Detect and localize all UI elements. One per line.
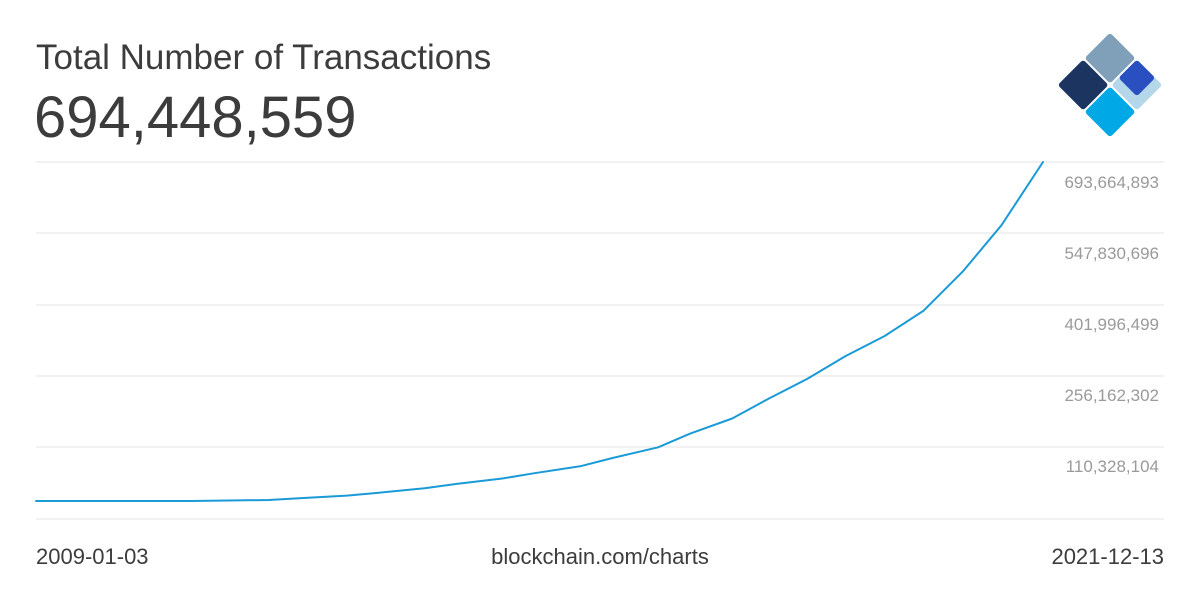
chart-title: Total Number of Transactions (36, 38, 492, 77)
blockchain-logo-icon (1058, 33, 1162, 137)
source-link[interactable]: blockchain.com/charts (491, 544, 709, 569)
logo-tile-bottom (1085, 87, 1135, 137)
y-tick-label: 547,830,696 (1064, 244, 1159, 263)
y-tick-label: 401,996,499 (1064, 315, 1159, 334)
logo-tile-left (1058, 60, 1108, 110)
y-tick-label: 256,162,302 (1064, 386, 1159, 405)
y-tick-label: 110,328,104 (1066, 457, 1159, 476)
gridlines (36, 161, 1164, 520)
series-line-total-transactions (35, 161, 1044, 502)
current-total-value: 694,448,559 (34, 85, 357, 150)
x-axis-end-date: 2021-12-13 (1051, 544, 1164, 569)
logo-tile-top (1085, 33, 1135, 83)
logo-tile-accent (1119, 60, 1155, 96)
x-axis-start-date: 2009-01-03 (36, 544, 149, 569)
y-tick-label: 693,664,893 (1064, 173, 1159, 192)
y-axis-labels: 693,664,893 547,830,696 401,996,499 256,162… (1064, 173, 1159, 476)
